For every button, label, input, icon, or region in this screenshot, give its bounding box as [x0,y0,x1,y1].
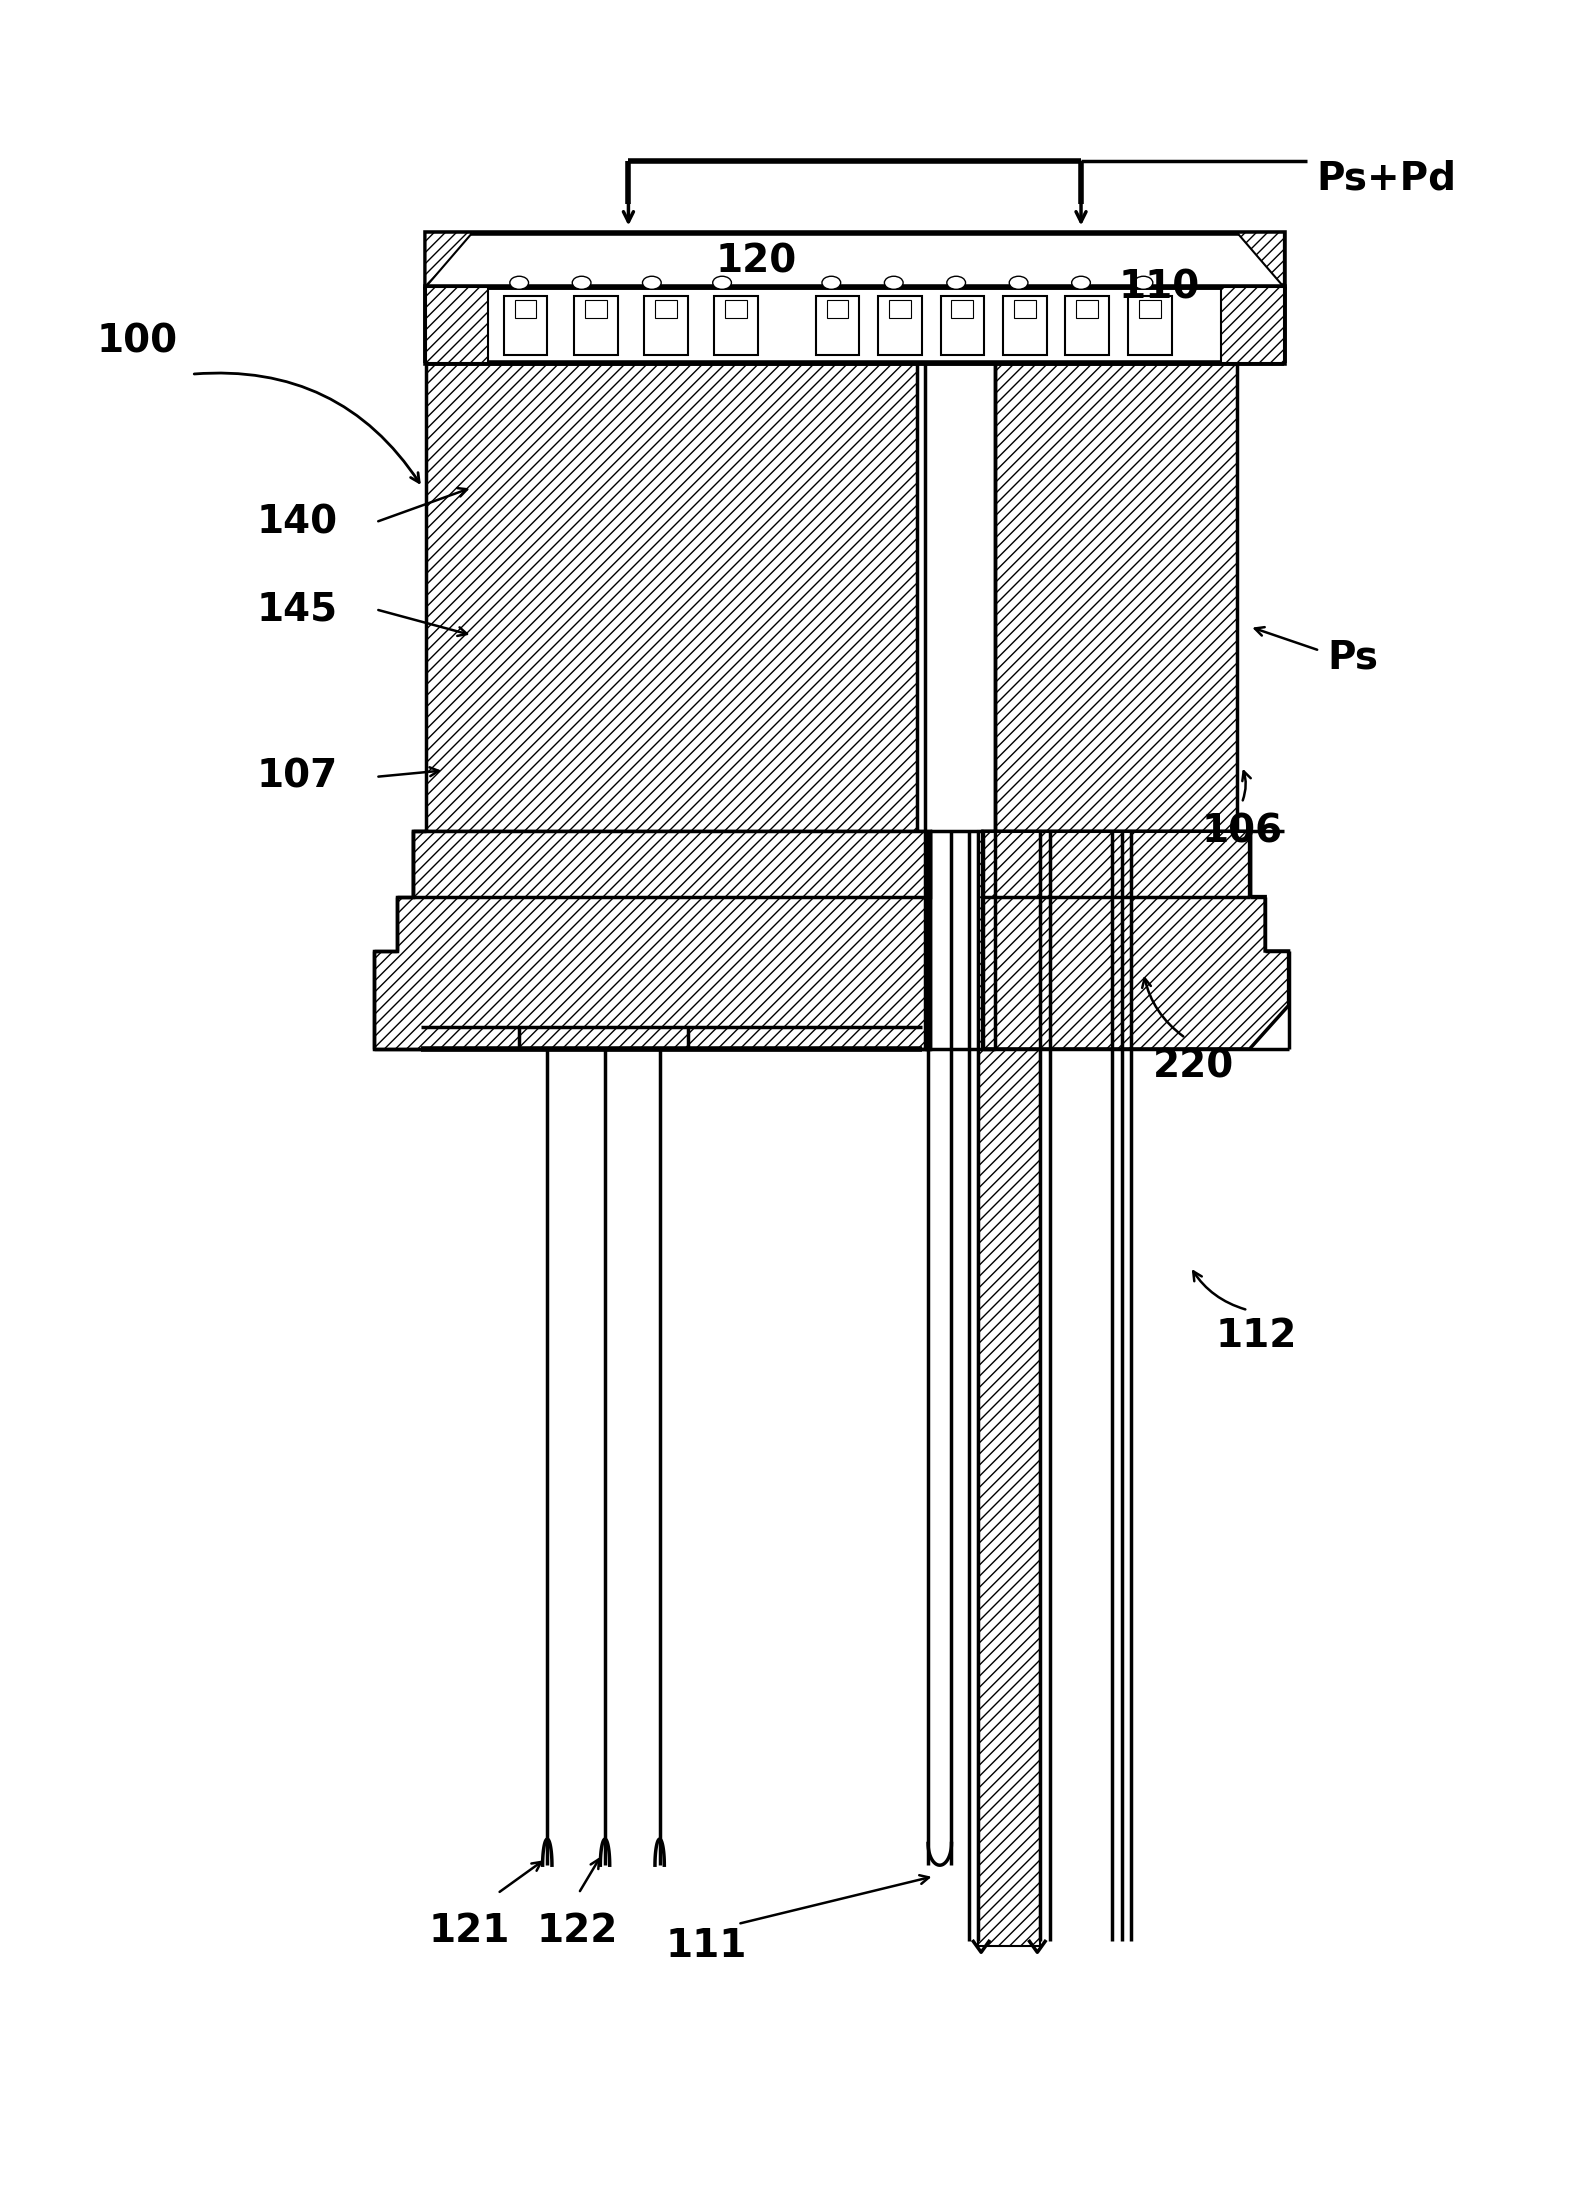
Ellipse shape [1134,275,1153,288]
Bar [816,295,860,354]
Text: 121: 121 [428,1912,510,1949]
Text: 120: 120 [715,243,797,280]
Polygon shape [413,363,930,896]
Bar [1003,295,1047,354]
Ellipse shape [573,275,592,288]
Polygon shape [982,363,1249,896]
Ellipse shape [822,275,841,288]
Bar [1139,299,1161,317]
Bar [654,299,676,317]
Bar [425,234,1283,286]
Text: 111: 111 [665,1927,747,1964]
Ellipse shape [946,275,965,288]
Polygon shape [977,830,1040,1947]
Bar [1222,286,1283,363]
Bar [1128,295,1172,354]
Polygon shape [1236,234,1283,286]
Bar [879,295,923,354]
Text: 122: 122 [537,1912,618,1949]
Bar [425,286,1283,363]
Text: 110: 110 [1119,269,1200,306]
Bar [714,295,758,354]
Bar [951,299,973,317]
Text: 220: 220 [1153,1047,1235,1086]
Polygon shape [425,234,472,286]
Ellipse shape [642,275,661,288]
Text: Ps+Pd: Ps+Pd [1316,160,1456,197]
Bar [574,295,618,354]
Bar [643,295,687,354]
Bar [1076,299,1098,317]
Ellipse shape [1009,275,1028,288]
Polygon shape [373,830,930,1049]
Bar [504,295,548,354]
Bar [725,299,747,317]
Bar [515,299,537,317]
Text: 106: 106 [1202,813,1282,850]
Text: 100: 100 [96,323,177,361]
Bar [425,286,488,363]
Bar [585,299,607,317]
Ellipse shape [885,275,904,288]
Bar [827,299,849,317]
Ellipse shape [510,275,529,288]
Bar [1014,299,1036,317]
Text: 112: 112 [1214,1318,1296,1355]
Text: 107: 107 [257,758,339,795]
Bar [940,295,984,354]
Polygon shape [982,830,1288,1049]
Ellipse shape [712,275,731,288]
Text: Ps: Ps [1327,638,1379,675]
Text: 140: 140 [257,503,339,542]
Ellipse shape [1072,275,1090,288]
Text: 145: 145 [257,590,339,629]
Bar [1065,295,1109,354]
Bar [890,299,912,317]
